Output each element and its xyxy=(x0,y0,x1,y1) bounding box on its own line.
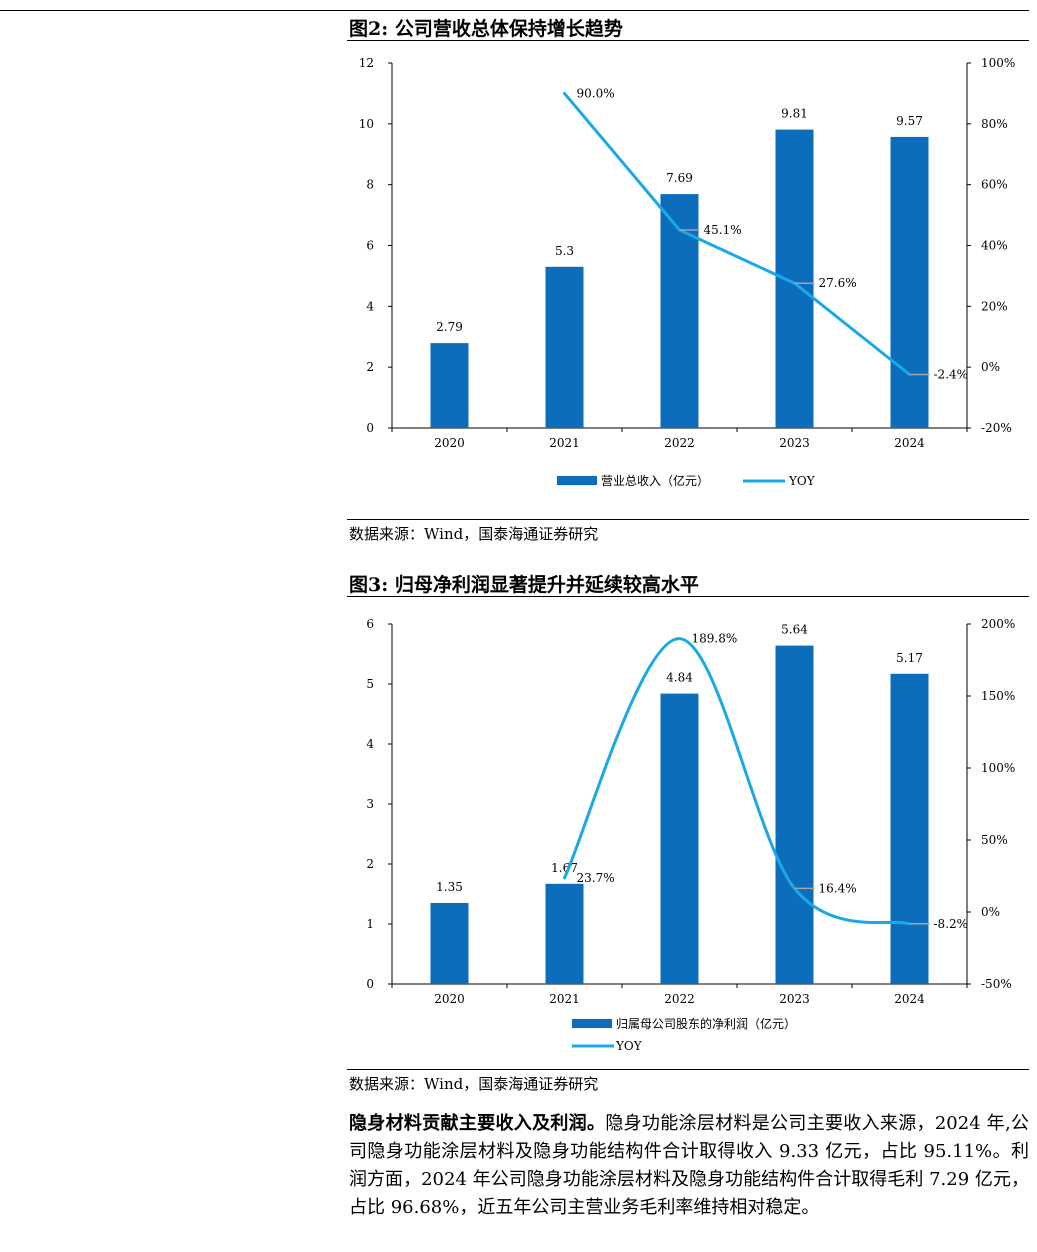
bar-data-label: 5.17 xyxy=(896,651,923,665)
x-tick-label: 2021 xyxy=(549,436,580,450)
yoy-data-label: 16.4% xyxy=(819,881,857,895)
yoy-data-label: 90.0% xyxy=(577,86,615,100)
left-tick-label: 0 xyxy=(366,977,374,991)
bar-data-label: 1.67 xyxy=(551,861,578,875)
left-tick-label: 4 xyxy=(366,737,374,751)
left-tick-label: 8 xyxy=(366,178,374,192)
left-tick-label: 1 xyxy=(366,917,374,931)
paragraph-body: 隐身功能涂层材料是公司主要收入来源，2024 年,公司隐身功能涂层材料及隐身功能… xyxy=(349,1113,1030,1218)
left-tick-label: 6 xyxy=(366,617,374,631)
legend-bar-swatch xyxy=(557,476,597,485)
bar xyxy=(890,673,929,984)
bar xyxy=(545,883,584,984)
left-tick-label: 0 xyxy=(366,421,374,435)
revenue-chart: 0 2 4 6 8 10 12 -20% 0% 20% 40% 60% 80% 100% 2020 2021 2… xyxy=(359,56,1016,488)
left-tick-label: 6 xyxy=(366,239,374,253)
right-tick-label: 50% xyxy=(981,833,1008,847)
yoy-data-label: -8.2% xyxy=(934,917,969,931)
bar xyxy=(430,903,469,984)
bar xyxy=(660,194,699,428)
legend-line-label: YOY xyxy=(615,1039,643,1053)
right-tick-label: 100% xyxy=(981,761,1015,775)
left-tick-label: 2 xyxy=(366,857,374,871)
left-tick-label: 4 xyxy=(366,299,374,313)
bar-data-label: 2.79 xyxy=(436,320,463,334)
bar xyxy=(890,136,929,428)
left-tick-label: 10 xyxy=(359,117,374,131)
bar xyxy=(545,266,584,428)
bar-data-label: 4.84 xyxy=(666,671,693,685)
bar xyxy=(430,343,469,428)
right-tick-label: 20% xyxy=(981,299,1008,313)
figure3-source: 数据来源：Wind，国泰海通证券研究 xyxy=(349,1075,599,1093)
yoy-line xyxy=(563,637,911,926)
figure2-bottom-rule xyxy=(347,519,1029,520)
figure3-bottom-rule xyxy=(347,1069,1029,1070)
yoy-data-label: 189.8% xyxy=(692,632,738,646)
x-tick-label: 2021 xyxy=(549,992,580,1006)
left-tick-label: 12 xyxy=(359,56,374,70)
yoy-data-label: 23.7% xyxy=(577,871,615,885)
yoy-data-label: 45.1% xyxy=(704,223,742,237)
yoy-line xyxy=(563,91,911,376)
bar xyxy=(775,129,814,429)
analysis-paragraph: 隐身材料贡献主要收入及利润。隐身功能涂层材料是公司主要收入来源，2024 年,公… xyxy=(349,1110,1029,1222)
right-tick-label: 200% xyxy=(981,617,1015,631)
x-tick-label: 2023 xyxy=(779,436,810,450)
yoy-data-label: -2.4% xyxy=(934,367,969,381)
right-tick-label: 100% xyxy=(981,56,1015,70)
right-tick-label: -50% xyxy=(981,977,1012,991)
right-tick-label: 0% xyxy=(981,360,1000,374)
x-tick-label: 2020 xyxy=(434,992,465,1006)
legend-bar-label: 营业总收入（亿元） xyxy=(601,473,709,488)
x-tick-label: 2022 xyxy=(664,436,695,450)
right-tick-label: 150% xyxy=(981,689,1015,703)
net-profit-chart: 0 1 2 3 4 5 6 -50% 0% 50% 100% 150% 200% 2020 2021 2022… xyxy=(366,617,1015,1053)
right-tick-label: 0% xyxy=(981,905,1000,919)
legend-bar-label: 归属母公司股东的净利润（亿元） xyxy=(616,1016,796,1031)
bar xyxy=(775,645,814,984)
x-tick-label: 2024 xyxy=(894,436,925,450)
figure3-title-rule xyxy=(347,596,1029,597)
right-tick-label: 40% xyxy=(981,239,1008,253)
bar-data-label: 1.35 xyxy=(436,880,463,894)
bar xyxy=(660,693,699,984)
right-tick-label: -20% xyxy=(981,421,1012,435)
bar-data-label: 5.64 xyxy=(781,623,808,637)
left-tick-label: 5 xyxy=(366,677,374,691)
right-tick-label: 60% xyxy=(981,178,1008,192)
right-tick-label: 80% xyxy=(981,117,1008,131)
left-tick-label: 3 xyxy=(366,797,374,811)
bar-data-label: 9.81 xyxy=(781,107,808,121)
left-tick-label: 2 xyxy=(366,360,374,374)
figure2-source: 数据来源：Wind，国泰海通证券研究 xyxy=(349,525,599,543)
figure2-title-rule xyxy=(347,40,1029,41)
yoy-data-label: 27.6% xyxy=(819,276,857,290)
x-tick-label: 2020 xyxy=(434,436,465,450)
bar-data-label: 5.3 xyxy=(555,244,574,258)
figure3-title: 图3: 归母净利润显著提升并延续较高水平 xyxy=(349,574,699,596)
x-tick-label: 2022 xyxy=(664,992,695,1006)
bar-data-label: 9.57 xyxy=(896,114,923,128)
x-tick-label: 2024 xyxy=(894,992,925,1006)
legend-line-label: YOY xyxy=(788,474,816,488)
bar-data-label: 7.69 xyxy=(666,171,693,185)
paragraph-lead: 隐身材料贡献主要收入及利润。 xyxy=(349,1113,606,1134)
page-top-rule xyxy=(0,10,1029,11)
figure2-title: 图2: 公司营收总体保持增长趋势 xyxy=(349,18,623,40)
x-tick-label: 2023 xyxy=(779,992,810,1006)
legend-bar-swatch xyxy=(572,1019,612,1028)
